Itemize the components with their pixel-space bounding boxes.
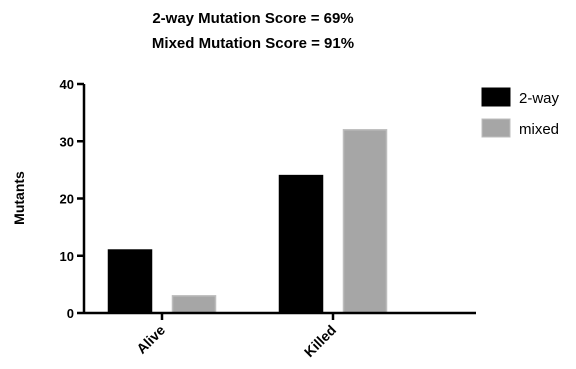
bar-2-way-killed xyxy=(278,174,324,314)
legend-swatch-2-way xyxy=(481,87,511,107)
y-ticks-layer: 0 10 20 30 40 xyxy=(60,77,84,321)
bar-mixed-alive xyxy=(171,295,217,314)
y-tick-label: 0 xyxy=(67,306,74,321)
bars-layer xyxy=(107,129,388,314)
legend: 2-way mixed xyxy=(481,87,560,138)
y-tick-label: 20 xyxy=(60,192,74,207)
legend-label-mixed: mixed xyxy=(519,121,559,138)
chart-title-line-2: Mixed Mutation Score = 91% xyxy=(152,35,354,52)
y-tick-label: 30 xyxy=(60,134,74,149)
legend-label-2-way: 2-way xyxy=(519,90,560,107)
x-ticks-layer: Alive Killed xyxy=(133,313,339,360)
x-tick-label-alive: Alive xyxy=(133,322,168,357)
legend-swatch-mixed xyxy=(481,118,511,138)
bar-2-way-alive xyxy=(107,249,153,314)
y-tick-label: 40 xyxy=(60,77,74,92)
y-axis-title: Mutants xyxy=(11,171,27,225)
chart-title-line-1: 2-way Mutation Score = 69% xyxy=(152,10,353,27)
y-tick-label: 10 xyxy=(60,249,74,264)
bar-mixed-killed xyxy=(342,129,388,314)
x-tick-label-killed: Killed xyxy=(301,322,339,360)
